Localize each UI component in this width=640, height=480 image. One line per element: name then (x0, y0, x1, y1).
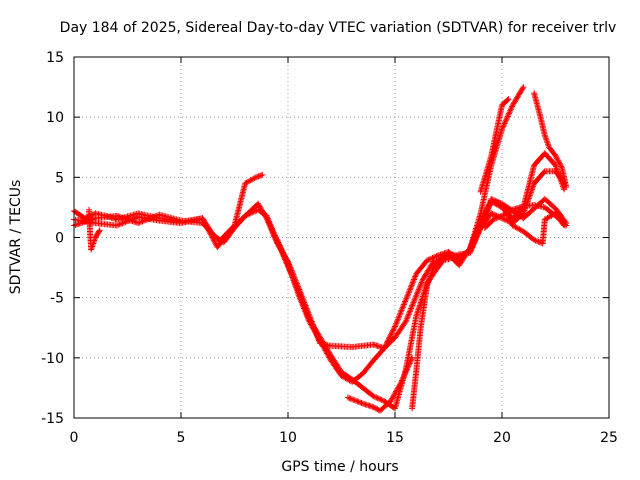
y-axis-label: SDTVAR / TECUs (8, 180, 24, 295)
y-tick-label: 10 (46, 110, 64, 126)
x-tick-label: 25 (600, 430, 618, 446)
series-9 (531, 90, 570, 190)
series-4-markers (274, 168, 568, 385)
y-tick-label: -15 (41, 411, 64, 427)
x-tick-label: 10 (279, 430, 297, 446)
x-tick-label: 20 (493, 430, 511, 446)
x-tick-label: 5 (177, 430, 186, 446)
series-5 (344, 354, 416, 414)
series-10 (481, 202, 570, 231)
y-tick-label: -10 (41, 351, 64, 367)
series-8 (477, 96, 512, 195)
series-9-markers (531, 90, 570, 190)
series-10-markers (481, 202, 570, 231)
series-3-markers (86, 206, 103, 253)
axis-ticks: 0 5 10 15 20 25 15 10 5 0 -5 -10 -15 (41, 50, 618, 446)
data-points (71, 84, 570, 414)
series-5-markers (344, 354, 416, 414)
chart-title: Day 184 of 2025, Sidereal Day-to-day VTE… (60, 20, 617, 36)
x-tick-label: 15 (386, 430, 404, 446)
y-tick-label: 5 (55, 170, 64, 186)
y-tick-label: 15 (46, 50, 64, 66)
y-tick-label: -5 (50, 291, 64, 307)
series-3 (86, 206, 103, 253)
series-8-markers (477, 96, 512, 195)
series-1 (71, 150, 568, 412)
y-tick-label: 0 (55, 231, 64, 247)
x-axis-label: GPS time / hours (281, 459, 398, 475)
series-4 (274, 168, 568, 385)
series-1-markers (71, 150, 568, 412)
x-tick-label: 0 (70, 430, 79, 446)
